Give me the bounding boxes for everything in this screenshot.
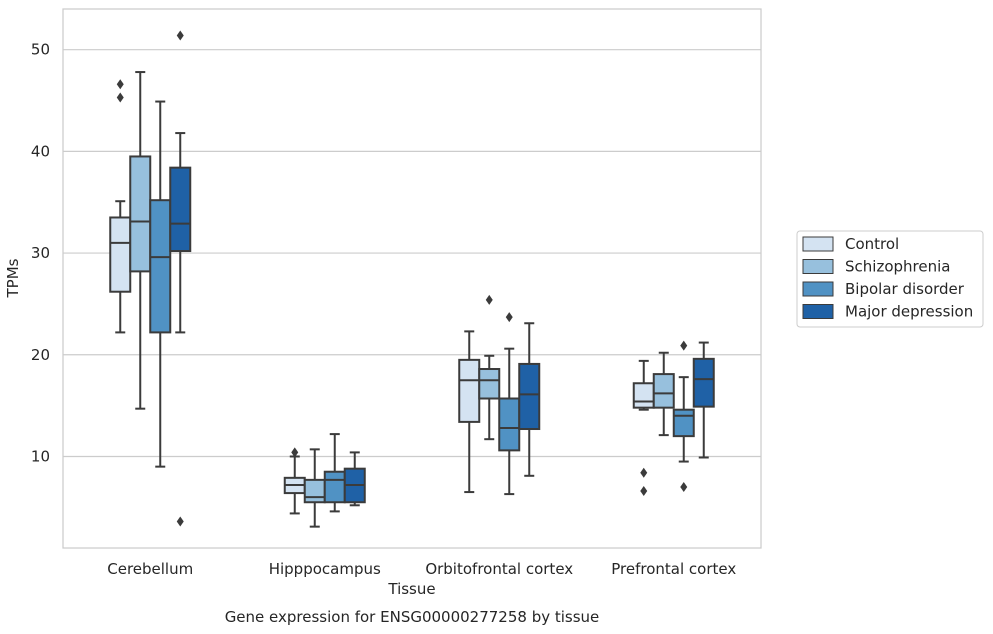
box-control-3 (632, 359, 655, 497)
legend-label: Major depression (845, 303, 973, 321)
box-bipolar-disorder-3 (672, 340, 695, 492)
outlier-point (640, 486, 648, 497)
box-iqr (129, 155, 152, 273)
box-iqr (478, 368, 501, 400)
legend-swatch (802, 304, 834, 319)
x-axis-label: Tissue (387, 580, 435, 598)
y-tick-label: 40 (31, 142, 50, 160)
box-iqr (498, 397, 521, 452)
legend-item: Major depression (802, 303, 973, 321)
box-schizophrenia-3 (652, 351, 675, 437)
box-schizophrenia-1 (303, 448, 326, 528)
plot-frame (62, 8, 762, 549)
legend-label: Schizophrenia (845, 258, 950, 276)
box-control-0 (109, 79, 132, 334)
box-iqr (109, 216, 132, 293)
y-axis-label: TPMs (4, 258, 22, 298)
box-control-1 (283, 447, 306, 515)
outlier-point (176, 30, 184, 41)
box-iqr (169, 166, 192, 253)
box-control-2 (458, 330, 481, 494)
outlier-point (505, 312, 513, 323)
legend-swatch (802, 236, 834, 252)
box-major-depression-1 (343, 451, 366, 507)
outlier-point (680, 340, 688, 351)
legend-item: Control (802, 235, 899, 253)
y-tick-labels: 10 20 30 40 50 (31, 41, 50, 466)
legend-swatch (802, 259, 834, 274)
box-iqr (632, 382, 655, 409)
legend-label: Bipolar disorder (845, 280, 965, 298)
box-series-group (109, 30, 715, 528)
box-schizophrenia-2 (478, 294, 501, 441)
outlier-point (116, 92, 124, 103)
outlier-point (176, 516, 184, 527)
y-tick-label: 20 (31, 346, 50, 364)
box-major-depression-3 (692, 341, 715, 459)
x-tick-label: Orbitofrontal cortex (425, 560, 573, 578)
box-iqr (149, 199, 172, 334)
outlier-point (640, 467, 648, 478)
legend-box (796, 230, 984, 328)
box-iqr (518, 362, 541, 431)
legend-item: Schizophrenia (802, 258, 950, 276)
box-iqr (692, 357, 715, 408)
legend: Control Schizophrenia Bipolar disorder Majo… (796, 230, 984, 328)
legend-item: Bipolar disorder (802, 280, 965, 298)
outlier-point (116, 79, 124, 90)
x-tick-label: Prefrontal cortex (611, 560, 736, 578)
box-bipolar-disorder-2 (498, 312, 521, 496)
x-tick-label: Cerebellum (107, 560, 193, 578)
box-bipolar-disorder-0 (149, 100, 172, 468)
y-tick-label: 30 (31, 244, 50, 262)
outlier-point (485, 294, 493, 305)
box-iqr (458, 358, 481, 423)
outlier-point (680, 481, 688, 492)
x-tick-labels: Cerebellum Hipppocampus Orbitofrontal cort… (107, 560, 736, 578)
chart-caption: Gene expression for ENSG00000277258 by t… (225, 608, 600, 626)
box-major-depression-2 (518, 322, 541, 477)
box-schizophrenia-0 (129, 71, 152, 410)
box-iqr (323, 470, 346, 504)
outlier-point (291, 447, 299, 458)
box-bipolar-disorder-1 (323, 433, 346, 513)
box-iqr (652, 373, 675, 409)
box-iqr (303, 478, 326, 504)
legend-swatch (802, 281, 834, 297)
box-iqr (672, 408, 695, 438)
box-major-depression-0 (169, 30, 192, 527)
x-tick-label: Hipppocampus (269, 560, 381, 578)
y-tick-label: 10 (31, 447, 50, 465)
legend-label: Control (845, 235, 899, 253)
y-tick-label: 50 (31, 41, 50, 59)
